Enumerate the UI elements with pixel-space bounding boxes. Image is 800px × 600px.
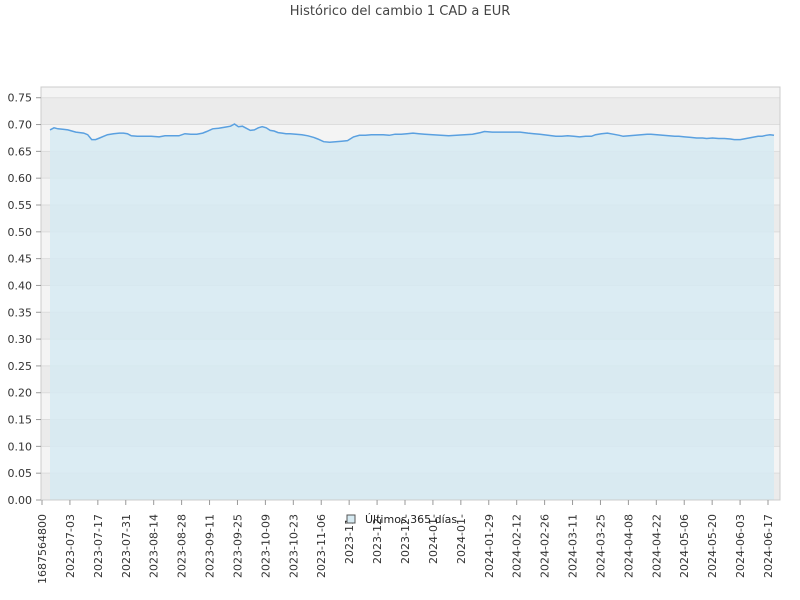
y-tick-label: 0.75 <box>8 92 33 105</box>
x-tick-label: 2023-09-11 <box>204 514 217 578</box>
legend-label: Últimos 365 días <box>365 513 457 526</box>
y-tick-label: 0.70 <box>8 119 33 132</box>
x-tick-label: 2023-07-17 <box>92 514 105 578</box>
legend: Últimos 365 días <box>347 513 457 526</box>
y-tick-label: 0.10 <box>8 440 33 453</box>
y-tick-label: 0.05 <box>8 467 33 480</box>
x-tick-label: 2024-04-22 <box>650 514 663 578</box>
y-tick-label: 0.30 <box>8 333 33 346</box>
x-tick-label: 2024-01-29 <box>483 514 496 578</box>
grid-band <box>41 87 780 98</box>
y-tick-label: 0.40 <box>8 279 33 292</box>
x-tick-label: 2024-06-17 <box>762 514 775 578</box>
y-tick-label: 0.55 <box>8 199 33 212</box>
legend-swatch <box>347 515 355 523</box>
series-area <box>50 124 774 500</box>
x-tick-label: 2024-05-20 <box>706 514 719 578</box>
y-tick-label: 0.25 <box>8 360 33 373</box>
x-tick-label: 2024-02-26 <box>539 514 552 578</box>
x-tick-label: 1687564800 <box>36 514 49 584</box>
y-tick-label: 0.20 <box>8 387 33 400</box>
x-tick-label: 2023-08-14 <box>148 514 161 578</box>
x-tick-label: 2023-07-31 <box>120 514 133 578</box>
y-tick-label: 0.50 <box>8 226 33 239</box>
x-tick-label: 2024-03-25 <box>594 514 607 578</box>
grid-band <box>41 98 780 125</box>
x-tick-label: 2023-11-06 <box>315 514 328 578</box>
x-tick-label: 2024-05-06 <box>678 514 691 578</box>
y-tick-label: 0.45 <box>8 253 33 266</box>
y-tick-label: 0.35 <box>8 306 33 319</box>
chart-title: Histórico del cambio 1 CAD a EUR <box>290 4 511 19</box>
x-tick-label: 2023-10-09 <box>259 514 272 578</box>
x-tick-label: 2023-10-23 <box>287 514 300 578</box>
y-axis: 0.00 0.05 0.10 0.15 0.20 0.25 0.30 0.35 0.40 0.45… <box>8 92 42 507</box>
x-tick-label: 2023-09-25 <box>231 514 244 578</box>
y-tick-label: 0.60 <box>8 172 33 185</box>
y-tick-label: 0.65 <box>8 145 33 158</box>
x-tick-label: 2023-08-28 <box>176 514 189 578</box>
x-tick-label: 2024-02-12 <box>511 514 524 578</box>
x-tick-label: 2024-04-08 <box>622 514 635 578</box>
y-tick-label: 0.00 <box>8 494 33 507</box>
x-tick-label: 2024-03-11 <box>567 514 580 578</box>
y-tick-label: 0.15 <box>8 414 33 427</box>
x-tick-label: 2024-06-03 <box>734 514 747 578</box>
x-tick-label: 2023-07-03 <box>64 514 77 578</box>
